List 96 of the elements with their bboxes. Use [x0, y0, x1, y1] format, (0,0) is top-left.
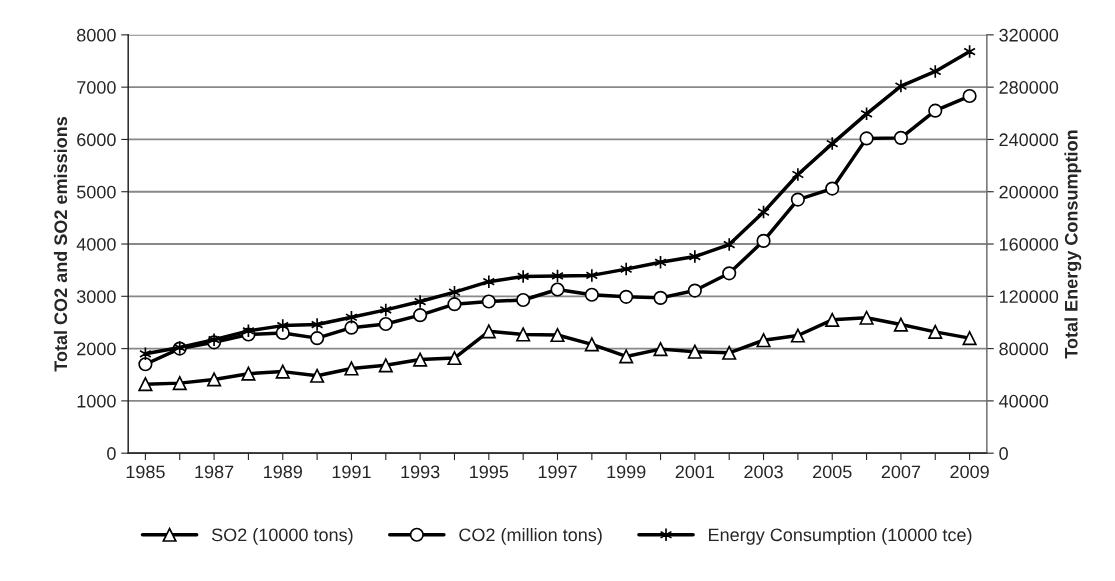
legend-label: CO2 (million tons): [459, 527, 602, 545]
x-tick-label: 1985: [126, 465, 165, 479]
y2-tick-label: 160000: [999, 237, 1059, 251]
point: [893, 317, 909, 332]
point: [275, 364, 290, 379]
point: [447, 350, 462, 366]
y2-tick-label: 120000: [999, 290, 1059, 304]
point: [413, 308, 428, 323]
x-tick-label: 2005: [813, 465, 852, 479]
point: [756, 333, 771, 348]
point: [962, 88, 977, 104]
point: [825, 181, 840, 196]
y2-tick-label: 80000: [999, 342, 1049, 356]
point: [687, 344, 702, 359]
y-tick-label: 4000: [76, 237, 116, 251]
point: [516, 292, 531, 308]
point: [550, 327, 565, 343]
point: [928, 103, 943, 118]
point: [859, 131, 874, 146]
point: [688, 249, 702, 264]
y-tick-label: 6000: [77, 133, 116, 147]
point: [929, 64, 942, 79]
point: [310, 331, 325, 346]
point: [138, 377, 153, 392]
point: [859, 310, 874, 325]
point: [310, 317, 324, 332]
point: [585, 268, 599, 283]
point: [172, 376, 187, 391]
point: [378, 358, 393, 373]
point: [584, 337, 599, 352]
y2-tick-label: 0: [999, 447, 1008, 460]
point: [653, 290, 668, 305]
point: [687, 283, 702, 298]
point: [276, 318, 290, 333]
y-tick-label: 3000: [76, 290, 116, 304]
point: [447, 297, 462, 312]
y2-tick-label: 40000: [999, 394, 1049, 408]
point: [413, 294, 427, 309]
y2-tick-label: 280000: [999, 81, 1059, 94]
x-tick-label: 1987: [195, 465, 234, 479]
x-tick-label: 1989: [264, 465, 302, 479]
point: [722, 345, 737, 360]
point: [790, 328, 805, 343]
point: [241, 366, 256, 381]
point: [962, 331, 977, 346]
point: [516, 327, 531, 342]
x-tick-label: 1991: [332, 465, 371, 479]
x-tick-label: 1999: [607, 465, 646, 479]
y-tick-label: 0: [107, 447, 116, 460]
x-tick-label: 1995: [470, 465, 509, 479]
point: [378, 316, 393, 332]
point: [481, 294, 496, 309]
point: [825, 136, 839, 151]
point: [516, 269, 530, 284]
y2-axis-title: Total Energy Consumption: [1064, 130, 1082, 359]
point: [310, 368, 325, 383]
y2-tick-label: 320000: [999, 28, 1059, 42]
point: [722, 237, 736, 252]
point: [756, 233, 771, 248]
y-tick-label: 7000: [77, 81, 116, 94]
point: [653, 342, 668, 357]
point: [482, 274, 496, 289]
y-tick-label: 2000: [77, 342, 116, 356]
y-tick-label: 1000: [77, 394, 116, 408]
point: [619, 262, 633, 277]
y2-tick-label: 200000: [999, 185, 1059, 199]
point: [790, 192, 805, 207]
point: [928, 324, 943, 339]
point: [584, 287, 599, 302]
point: [619, 289, 634, 304]
point: [722, 266, 737, 281]
point: [894, 79, 908, 94]
x-tick-label: 1997: [538, 465, 577, 479]
point: [379, 302, 393, 317]
x-tick-label: 2001: [675, 465, 715, 479]
point: [619, 349, 634, 364]
point: [344, 320, 359, 335]
legend-label: Energy Consumption (10000 tce): [709, 527, 972, 545]
point: [791, 167, 805, 182]
y-tick-label: 8000: [77, 28, 116, 42]
y-tick-label: 5000: [76, 185, 116, 199]
legend-label: SO2 (10000 tons): [211, 527, 353, 545]
x-tick-label: 2007: [881, 465, 921, 479]
point: [893, 130, 909, 145]
point: [138, 357, 153, 372]
x-tick-label: 2009: [950, 465, 989, 479]
x-tick-label: 1993: [401, 465, 440, 479]
point: [481, 324, 496, 339]
y-axis-title: Total CO2 and SO2 emissions: [53, 116, 68, 372]
y2-tick-label: 240000: [999, 133, 1059, 147]
point: [825, 312, 840, 327]
point: [206, 372, 222, 387]
x-tick-label: 2003: [744, 465, 783, 479]
point: [344, 361, 359, 376]
point: [550, 282, 565, 297]
point: [413, 352, 428, 367]
